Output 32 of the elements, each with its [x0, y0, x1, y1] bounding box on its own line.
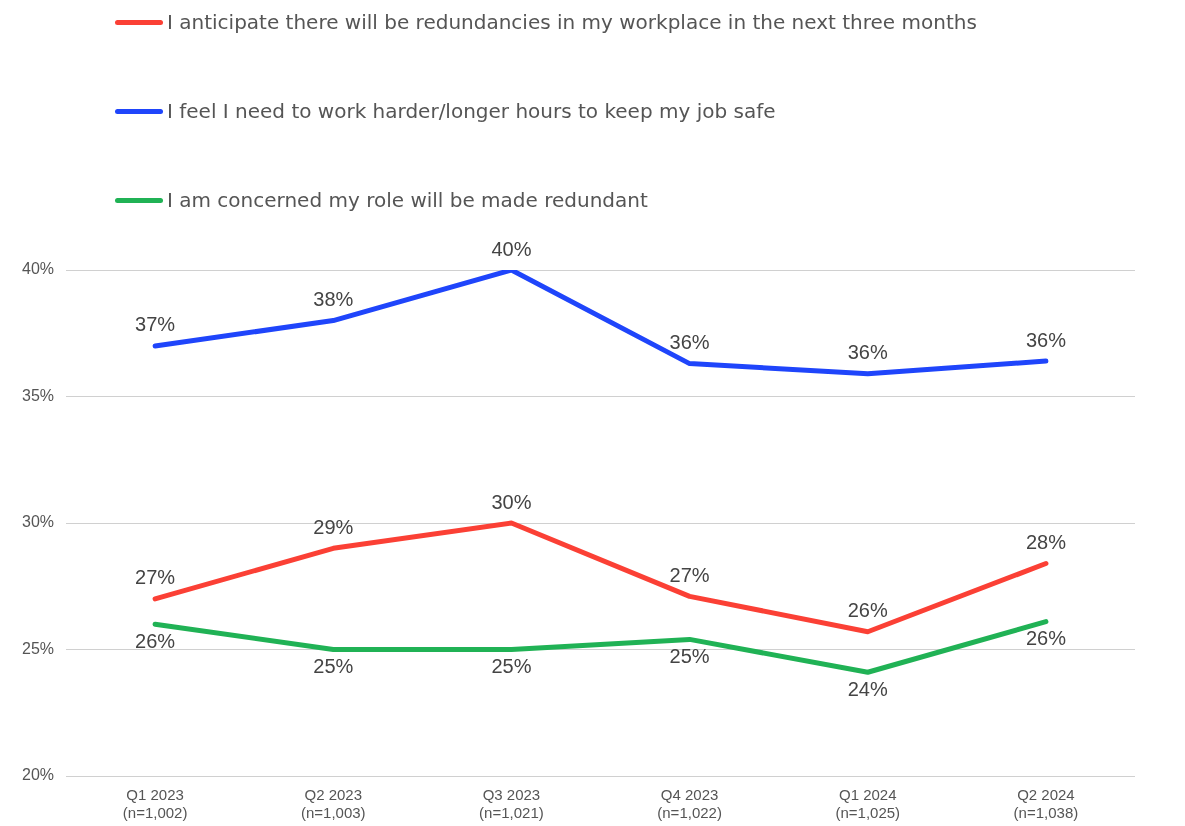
x-tick-label: Q1 2023 (n=1,002): [122, 786, 188, 822]
data-label: 37%: [135, 313, 176, 336]
x-tick-label: Q2 2023 (n=1,003): [300, 786, 366, 822]
data-label: 26%: [135, 629, 176, 652]
data-label: 27%: [135, 566, 176, 589]
x-tick-label: Q4 2023 (n=1,022): [657, 786, 722, 822]
data-label: 29%: [313, 515, 354, 538]
x-tick-label: Q3 2023 (n=1,021): [479, 786, 544, 822]
legend-label: I am concerned my role will be made redundant: [167, 188, 648, 212]
data-label: 25%: [313, 655, 354, 678]
y-tick-label: 35%: [21, 386, 55, 404]
data-label: 36%: [847, 341, 888, 364]
y-tick-label: 25%: [21, 639, 55, 657]
data-label: 25%: [669, 644, 710, 667]
y-tick-label: 20%: [21, 766, 55, 784]
data-label: 40%: [491, 237, 532, 260]
y-tick-label: 40%: [21, 260, 55, 278]
data-label: 27%: [669, 563, 710, 586]
data-label: 38%: [313, 288, 354, 311]
legend-label: I feel I need to work harder/longer hours to keep my job safe: [167, 99, 776, 123]
data-label: 24%: [847, 677, 888, 700]
data-label: 25%: [491, 655, 532, 678]
data-label: 28%: [1025, 531, 1067, 553]
x-tick-label: Q2 2024 (n=1,038): [1013, 786, 1079, 822]
x-tick-label: Q1 2024 (n=1,025): [835, 786, 901, 822]
data-label: 30%: [491, 490, 532, 513]
data-label: 36%: [1025, 328, 1067, 351]
y-tick-label: 30%: [21, 513, 55, 531]
legend-label: I anticipate there will be redundancies in my workplace in the next three months: [167, 10, 977, 34]
data-label: 26%: [847, 599, 888, 622]
data-label: 26%: [1025, 627, 1067, 650]
data-label: 36%: [669, 331, 710, 354]
